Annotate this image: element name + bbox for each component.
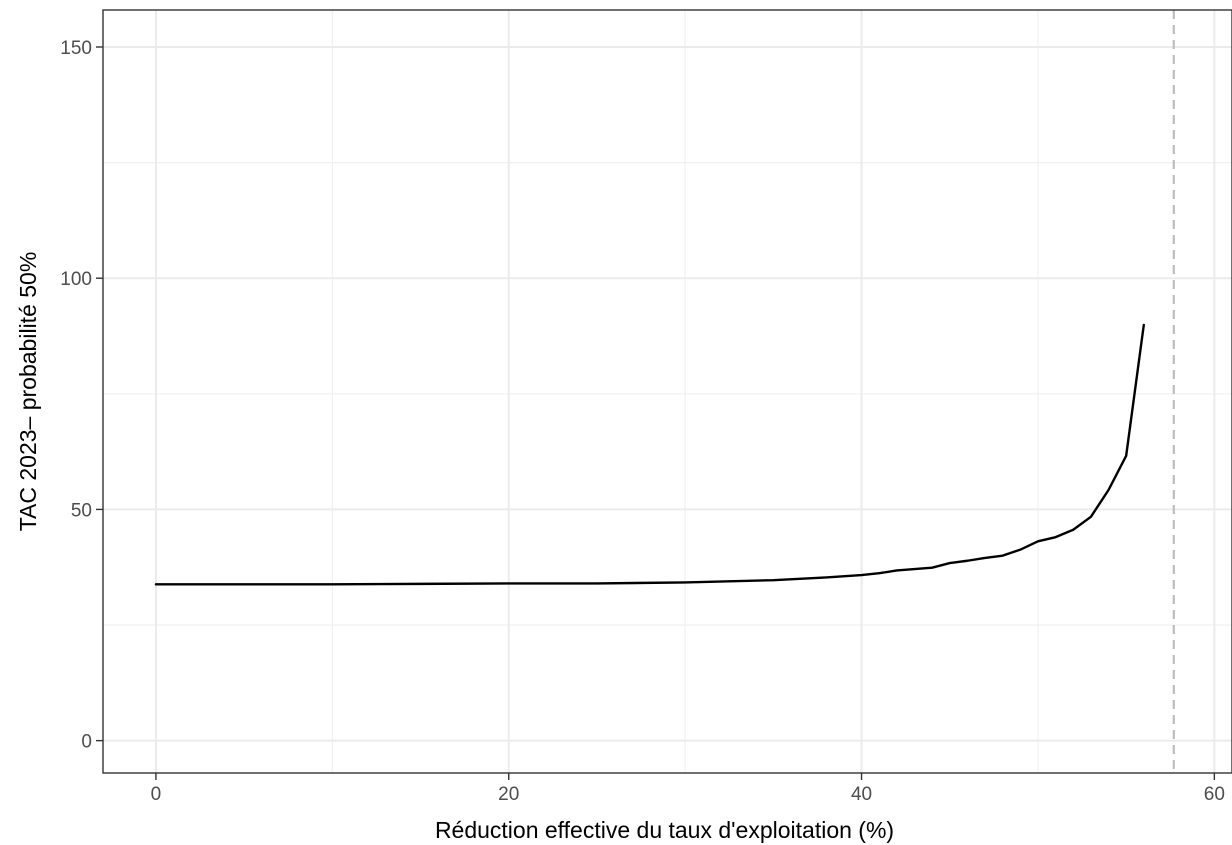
minor-gridlines <box>103 10 1232 773</box>
major-gridlines <box>103 10 1232 773</box>
x-tick-label: 0 <box>151 784 162 805</box>
x-tick-label: 40 <box>851 784 872 805</box>
y-axis-ticks: 0 50 100 150 <box>60 38 103 753</box>
y-tick-label: 150 <box>60 38 92 59</box>
x-axis-ticks: 0 20 40 60 <box>151 773 1225 805</box>
y-tick-label: 0 <box>81 732 92 753</box>
x-tick-label: 60 <box>1204 784 1225 805</box>
series-line <box>154 323 1146 586</box>
series-group <box>154 323 1146 586</box>
y-tick-label: 50 <box>71 500 92 521</box>
y-axis-title: TAC 2023– probabilité 50% <box>15 252 41 532</box>
x-axis-title: Réduction effective du taux d'exploitati… <box>435 817 894 843</box>
plot-panel-border <box>102 9 1232 774</box>
x-tick-label: 20 <box>498 784 519 805</box>
y-tick-label: 100 <box>60 269 92 290</box>
